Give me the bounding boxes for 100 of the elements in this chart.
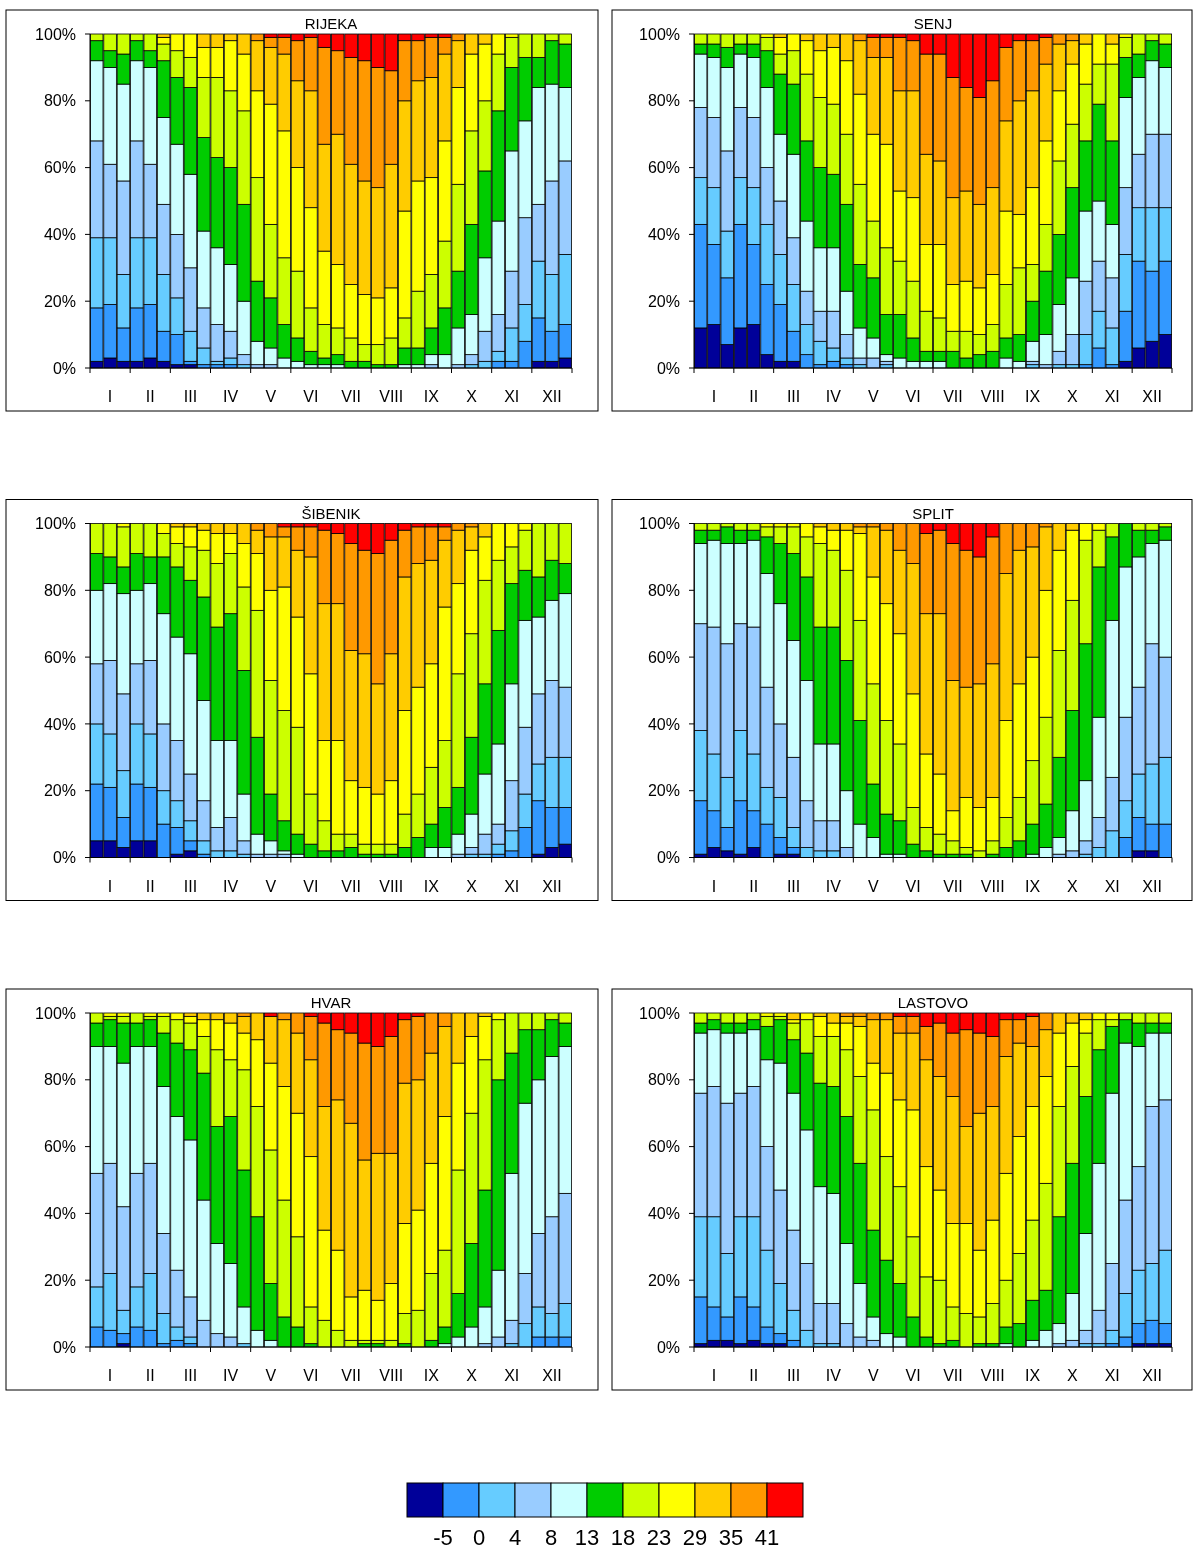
text: 8 — [544, 1525, 558, 1549]
y-tick-label: 0% — [52, 359, 76, 377]
x-tick-label: II — [145, 1367, 155, 1384]
text: 29 — [682, 1525, 708, 1549]
y-tick-label: 0% — [656, 1338, 680, 1356]
x-tick-label: III — [183, 388, 198, 405]
y-tick-label: 40% — [43, 226, 76, 243]
text: 23 — [646, 1525, 672, 1549]
y-tick-label: 80% — [647, 1071, 680, 1089]
x-tick-label: V — [265, 1367, 277, 1384]
x-tick-label: VIII — [379, 877, 404, 895]
y-tick-label: 80% — [43, 92, 76, 110]
y-tick-label: 40% — [647, 1205, 680, 1222]
x-tick-label: IV — [223, 877, 239, 895]
x-tick-label: VII — [341, 1367, 361, 1384]
x-tick-label: III — [183, 877, 198, 895]
x-tick-label: VII — [943, 388, 963, 405]
x-tick-label: X — [466, 877, 478, 895]
x-tick-label: IV — [825, 877, 842, 895]
y-tick-label: 100% — [639, 515, 680, 533]
x-tick-label: III — [786, 1367, 801, 1384]
text: 35 — [718, 1525, 744, 1549]
x-tick-label: I — [107, 1367, 113, 1384]
y-tick-label: 0% — [52, 1338, 76, 1356]
text: -5 — [433, 1525, 453, 1549]
text: 13 — [574, 1525, 600, 1549]
y-tick-label: 60% — [647, 1138, 680, 1156]
chart-title: ŠIBENIK — [301, 504, 361, 522]
x-tick-label: X — [466, 1367, 478, 1384]
x-tick-label: XI — [1104, 388, 1120, 405]
x-tick-label: XI — [504, 1367, 520, 1384]
y-tick-label: 20% — [43, 292, 76, 310]
y-tick-label: 20% — [647, 292, 680, 310]
x-tick-label: III — [786, 388, 801, 405]
x-tick-label: VIII — [980, 1367, 1005, 1384]
x-tick-label: X — [1067, 1367, 1079, 1384]
x-tick-label: VII — [341, 877, 361, 895]
y-tick-label: 40% — [43, 1205, 76, 1222]
x-tick-label: X — [466, 388, 478, 405]
x-tick-label: I — [711, 877, 717, 895]
chart-title: LASTOVO — [897, 994, 969, 1011]
x-tick-label: V — [265, 388, 277, 405]
x-tick-label: III — [786, 877, 801, 895]
x-tick-label: IV — [825, 388, 842, 405]
y-tick-label: 20% — [43, 1271, 76, 1289]
y-tick-label: 80% — [647, 92, 680, 110]
x-tick-label: VII — [341, 388, 361, 405]
x-tick-label: II — [145, 388, 155, 405]
x-tick-label: X — [1067, 877, 1079, 895]
x-tick-label: XI — [504, 877, 520, 895]
x-tick-label: XII — [542, 388, 562, 405]
y-tick-label: 20% — [647, 782, 680, 800]
x-tick-label: II — [749, 877, 759, 895]
text: 18 — [610, 1525, 636, 1549]
x-tick-label: IX — [1025, 388, 1041, 405]
x-tick-label: IX — [423, 388, 440, 405]
x-tick-label: XII — [1142, 877, 1162, 895]
y-tick-label: 60% — [43, 1138, 76, 1156]
x-tick-label: IV — [825, 1367, 842, 1384]
x-tick-label: VI — [303, 1367, 319, 1384]
x-tick-label: V — [867, 1367, 879, 1384]
x-tick-label: XII — [542, 1367, 562, 1384]
x-tick-label: IX — [423, 877, 440, 895]
x-tick-label: V — [265, 877, 277, 895]
chart-title: SPLIT — [912, 504, 954, 522]
x-tick-label: I — [711, 1367, 717, 1384]
x-tick-label: X — [1067, 388, 1079, 405]
chart-title: SENJ — [913, 15, 953, 32]
y-tick-label: 100% — [639, 1004, 680, 1022]
x-tick-label: VI — [905, 877, 921, 895]
y-tick-label: 100% — [35, 25, 76, 43]
x-tick-label: VII — [943, 1367, 963, 1384]
y-tick-label: 80% — [43, 581, 76, 599]
y-tick-label: 80% — [647, 581, 680, 599]
x-tick-label: VIII — [379, 388, 404, 405]
x-tick-label: XII — [542, 877, 562, 895]
x-tick-label: I — [711, 388, 717, 405]
y-tick-label: 80% — [43, 1071, 76, 1089]
y-tick-label: 60% — [647, 648, 680, 666]
x-tick-label: II — [145, 877, 155, 895]
y-tick-label: 60% — [43, 648, 76, 666]
y-tick-label: 100% — [639, 25, 680, 43]
x-tick-label: IV — [223, 388, 239, 405]
x-tick-label: VI — [905, 1367, 921, 1384]
x-tick-label: IV — [223, 1367, 239, 1384]
chart-title: RIJEKA — [304, 15, 358, 32]
x-tick-label: VI — [905, 388, 921, 405]
x-tick-label: XII — [1142, 388, 1162, 405]
x-tick-label: III — [183, 1367, 198, 1384]
x-tick-label: VIII — [980, 877, 1005, 895]
x-tick-label: VI — [303, 388, 319, 405]
x-tick-label: II — [749, 1367, 759, 1384]
x-tick-label: IX — [1025, 1367, 1041, 1384]
y-tick-label: 100% — [35, 1004, 76, 1022]
x-tick-label: VIII — [379, 1367, 404, 1384]
text: 0 — [472, 1525, 486, 1549]
x-tick-label: VII — [943, 877, 963, 895]
y-tick-label: 40% — [43, 715, 76, 733]
x-tick-label: VI — [303, 877, 319, 895]
y-tick-label: 20% — [647, 1271, 680, 1289]
